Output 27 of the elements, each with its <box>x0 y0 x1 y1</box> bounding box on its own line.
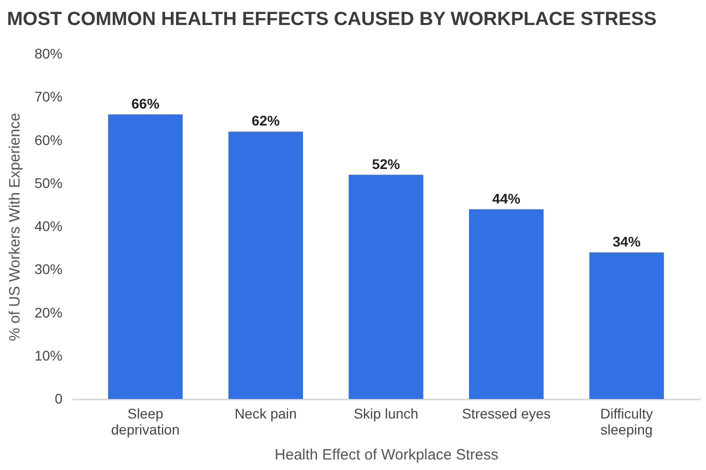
y-tick-label: 70% <box>34 88 62 105</box>
y-tick-label: 10% <box>34 347 62 364</box>
x-tick-label: Sleep deprivation <box>111 406 180 438</box>
y-tick-label: 60% <box>34 132 62 148</box>
y-axis-title: % of US Workers With Experience <box>6 112 24 342</box>
bar <box>228 132 303 399</box>
data-label: 44% <box>492 190 521 206</box>
bar <box>348 174 424 399</box>
y-tick-label: 80% <box>34 46 62 62</box>
y-tick-label: 50% <box>34 174 62 191</box>
bar <box>589 252 664 399</box>
data-label: 52% <box>372 156 401 172</box>
chart-title: MOST COMMON HEALTH EFFECTS CAUSED BY WORKPLACE STRESS <box>6 9 657 30</box>
y-tick-label: 0 <box>54 390 63 406</box>
x-tick-label: Skip lunch <box>354 406 418 422</box>
x-tick-label: Difficulty sleeping <box>600 406 653 438</box>
bar <box>108 114 183 399</box>
y-tick-label: 30% <box>34 261 62 278</box>
y-tick-label: 20% <box>34 304 62 320</box>
x-tick-label: Neck pain <box>234 406 297 422</box>
y-tick-label: 40% <box>34 218 62 234</box>
x-tick-label: Stressed eyes <box>462 406 551 422</box>
x-axis-title: Health Effect of Workplace Stress <box>274 446 498 464</box>
data-label: 66% <box>131 95 160 112</box>
bar <box>469 209 544 399</box>
data-label: 62% <box>252 112 280 129</box>
data-label: 34% <box>612 233 642 250</box>
